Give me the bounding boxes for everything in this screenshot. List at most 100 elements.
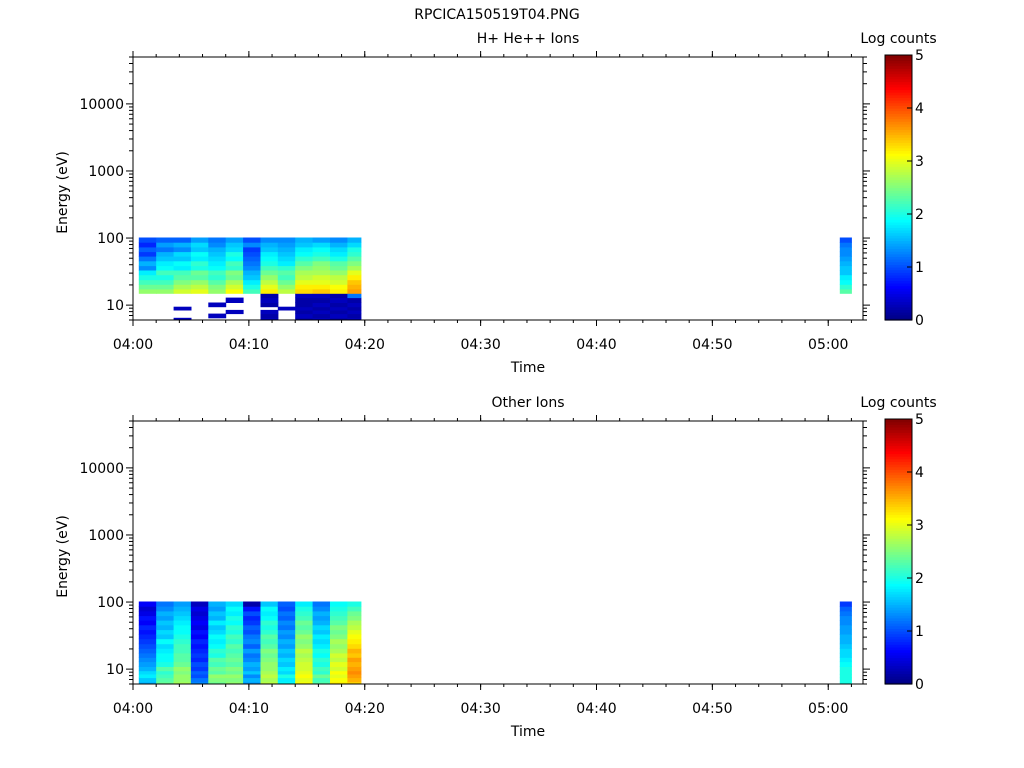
heatmap-cell xyxy=(156,666,175,672)
heatmap-cell xyxy=(173,620,192,626)
colorbar-segment xyxy=(885,113,912,117)
heatmap-cell xyxy=(173,666,192,672)
heatmap-cell xyxy=(190,242,209,248)
heatmap-cell xyxy=(312,652,331,658)
heatmap-cell xyxy=(277,652,296,658)
heatmap-cell xyxy=(839,643,852,649)
heatmap-cell xyxy=(138,270,157,276)
heatmap-cell xyxy=(156,606,175,612)
colorbar-segment xyxy=(885,514,912,518)
heatmap-cell xyxy=(347,643,362,649)
heatmap-cell xyxy=(243,274,261,281)
colorbar-segment xyxy=(885,105,912,109)
heatmap-cell xyxy=(243,677,261,683)
heatmap-cell xyxy=(138,681,157,685)
colorbar-segment xyxy=(885,673,912,677)
heatmap-cell xyxy=(243,648,261,654)
heatmap-cell xyxy=(839,610,852,617)
heatmap-cell xyxy=(347,615,362,621)
heatmap-cell xyxy=(225,681,244,685)
heatmap-cell xyxy=(173,288,192,294)
colorbar-segment xyxy=(885,527,912,531)
colorbar-segment xyxy=(885,211,912,215)
heatmap-cell xyxy=(330,309,348,315)
heatmap-cell xyxy=(330,615,348,621)
heatmap-cell xyxy=(347,681,362,685)
heatmap-cell xyxy=(190,643,209,649)
heatmap-cell xyxy=(839,615,852,621)
heatmap-cell xyxy=(173,677,192,683)
colorbar-label: Log counts xyxy=(860,395,936,411)
heatmap-cell xyxy=(347,302,362,308)
heatmap-cell xyxy=(225,673,244,679)
heatmap-cell xyxy=(260,256,279,262)
colorbar-segment xyxy=(885,306,912,310)
heatmap-cell xyxy=(173,242,192,248)
heatmap-cell xyxy=(330,681,348,685)
colorbar-segment xyxy=(885,676,912,680)
heatmap-cell xyxy=(839,648,852,654)
colorbar-segment xyxy=(885,638,912,643)
heatmap-cell xyxy=(243,661,261,667)
x-tick-label: 04:40 xyxy=(576,701,616,717)
colorbar-segment xyxy=(885,301,912,305)
heatmap-cell xyxy=(347,638,362,645)
heatmap-cell xyxy=(173,317,192,321)
colorbar-segment xyxy=(885,548,912,553)
heatmap-cell xyxy=(138,279,157,285)
heatmap-cell xyxy=(243,288,261,294)
colorbar-segment xyxy=(885,68,912,72)
colorbar-frame xyxy=(884,54,913,321)
heatmap-cell xyxy=(156,624,175,631)
colorbar-segment xyxy=(885,182,912,186)
heatmap-cell xyxy=(347,648,362,654)
heatmap-cell xyxy=(260,629,279,635)
colorbar-tick-label: 3 xyxy=(915,154,924,170)
heatmap-cell xyxy=(312,620,331,626)
heatmap-cell xyxy=(330,624,348,631)
colorbar-segment xyxy=(885,237,912,242)
heatmap-cell xyxy=(190,265,209,271)
colorbar-tick-label: 1 xyxy=(915,260,924,276)
heatmap-cell xyxy=(156,673,175,679)
heatmap-cell xyxy=(839,657,852,663)
heatmap-cell xyxy=(260,648,279,654)
heatmap-cell xyxy=(173,274,192,281)
heatmap-cell xyxy=(295,666,314,672)
heatmap-cell xyxy=(839,629,852,635)
heatmap-cell xyxy=(330,256,348,262)
heatmap-cell xyxy=(312,606,331,612)
colorbar-segment xyxy=(885,474,912,478)
heatmap-cell xyxy=(243,657,261,663)
colorbar-segment xyxy=(885,681,912,685)
heatmap-cell xyxy=(260,293,279,299)
heatmap-cell xyxy=(295,251,314,257)
heatmap-cell xyxy=(260,670,279,675)
heatmap-cell xyxy=(190,251,209,257)
heatmap-cell xyxy=(330,652,348,658)
heatmap-cell xyxy=(295,309,314,315)
colorbar-segment xyxy=(885,429,912,433)
heatmap-cell xyxy=(295,237,314,243)
heatmap-cell xyxy=(156,620,175,626)
heatmap-cell xyxy=(295,661,314,667)
colorbar-segment xyxy=(885,224,912,228)
heatmap-cell xyxy=(330,666,348,672)
colorbar-segment xyxy=(885,554,912,558)
colorbar-segment xyxy=(885,118,912,122)
colorbar-segment xyxy=(885,506,912,510)
colorbar-segment xyxy=(885,538,912,542)
x-tick-label: 04:00 xyxy=(113,337,153,353)
colorbar-segment xyxy=(885,65,912,69)
x-axis-label: Time xyxy=(510,360,545,376)
colorbar-segment xyxy=(885,599,912,603)
x-tick-label: 04:10 xyxy=(229,337,269,353)
heatmap-cell xyxy=(243,620,261,626)
colorbar-segment xyxy=(885,644,912,648)
heatmap-cell xyxy=(839,606,852,612)
heatmap-cell xyxy=(330,274,348,281)
heatmap-cell xyxy=(295,242,314,248)
colorbar-segment xyxy=(885,251,912,255)
